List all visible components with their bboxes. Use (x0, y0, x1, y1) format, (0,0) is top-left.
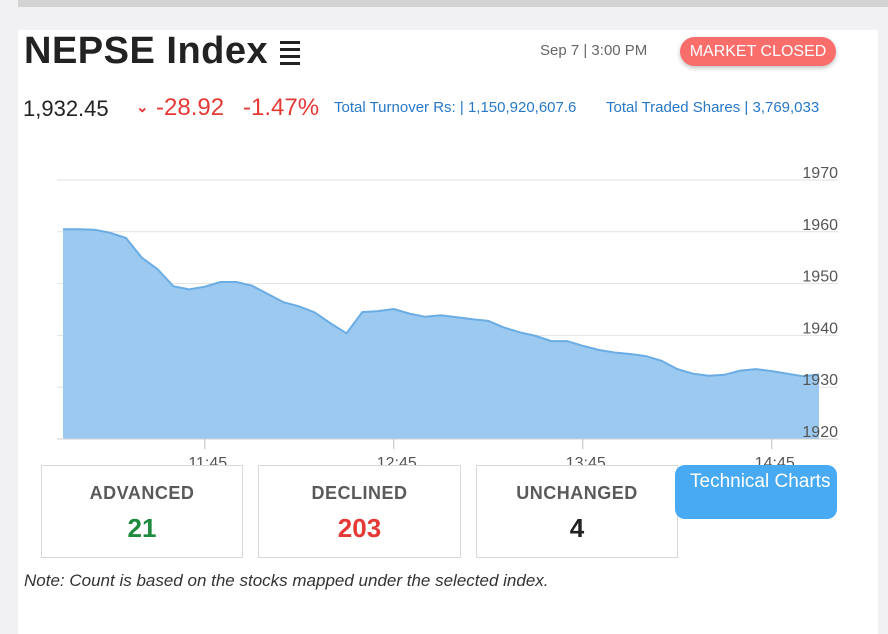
market-status-badge: MARKET CLOSED (680, 37, 836, 66)
chart-area (63, 229, 819, 439)
y-tick-label: 1970 (802, 165, 838, 182)
advanced-stat: ADVANCED 21 (41, 465, 243, 558)
total-turnover: Total Turnover Rs: | 1,150,920,607.6 (334, 99, 577, 116)
page-title: NEPSE Index (24, 30, 269, 72)
index-change-percent: -1.47% (243, 94, 320, 121)
y-tick-label: 1920 (802, 424, 838, 441)
menu-icon[interactable] (280, 41, 300, 65)
market-datetime: Sep 7 | 3:00 PM (540, 42, 648, 59)
declined-value: 203 (337, 513, 382, 543)
declined-label: DECLINED (311, 483, 408, 503)
index-change: -28.92 (156, 94, 225, 121)
y-tick-label: 1940 (802, 320, 838, 337)
index-value: 1,932.45 (23, 96, 109, 121)
chevron-down-icon: ⌄ (136, 99, 149, 116)
advanced-value: 21 (127, 513, 157, 543)
unchanged-label: UNCHANGED (516, 483, 638, 503)
chart-line (63, 228, 820, 378)
note-text: Note: Count is based on the stocks mappe… (24, 571, 549, 590)
technical-charts-button[interactable]: Technical Charts (675, 465, 837, 519)
total-traded-shares: Total Traded Shares | 3,769,033 (606, 99, 820, 116)
unchanged-value: 4 (569, 513, 585, 543)
y-tick-label: 1960 (802, 217, 838, 234)
declined-stat: DECLINED 203 (258, 465, 461, 558)
top-bar (18, 0, 888, 7)
y-tick-label: 1930 (802, 372, 838, 389)
unchanged-stat: UNCHANGED 4 (476, 465, 678, 558)
advanced-label: ADVANCED (89, 483, 195, 503)
y-tick-label: 1950 (802, 269, 838, 286)
